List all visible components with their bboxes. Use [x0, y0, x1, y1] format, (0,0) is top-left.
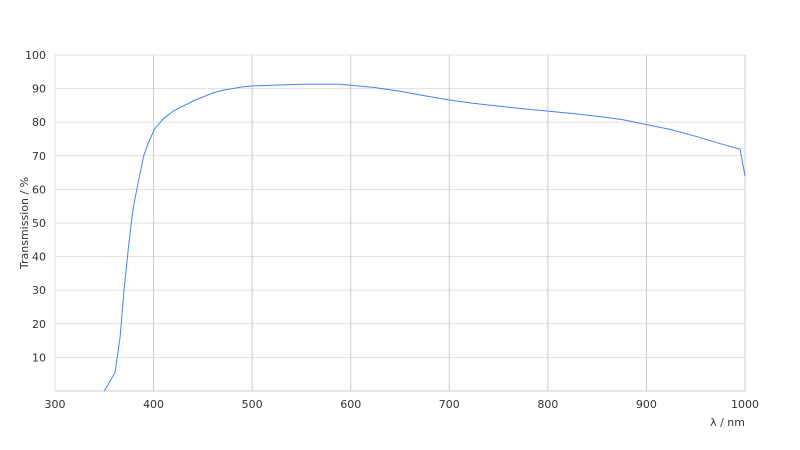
grid	[54, 54, 746, 392]
x-tick-label: 1000	[731, 398, 759, 411]
x-tick-label: 400	[143, 398, 164, 411]
y-tick-label: 70	[32, 150, 46, 163]
y-tick-label: 40	[32, 251, 46, 264]
x-axis-label: λ / nm	[710, 416, 745, 429]
y-tick-label: 20	[32, 318, 46, 331]
y-tick-label: 60	[32, 183, 46, 196]
y-tick-label: 80	[32, 116, 46, 129]
y-tick-label: 10	[32, 351, 46, 364]
x-tick-label: 300	[45, 398, 66, 411]
y-tick-label: 90	[32, 83, 46, 96]
x-tick-label: 500	[242, 398, 263, 411]
x-tick-label: 700	[439, 398, 460, 411]
y-tick-label: 30	[32, 284, 46, 297]
y-tick-label: 100	[25, 49, 46, 62]
x-tick-label: 600	[340, 398, 361, 411]
x-tick-label: 800	[537, 398, 558, 411]
series-line	[103, 83, 746, 392]
x-tick-label: 900	[636, 398, 657, 411]
tick-labels: 10 20 30 40 50 60 70 80 90 100 300 400 500 600 700 800 9…	[25, 49, 759, 411]
y-tick-label: 50	[32, 217, 46, 230]
y-axis-label: Transmission / %	[18, 177, 31, 270]
